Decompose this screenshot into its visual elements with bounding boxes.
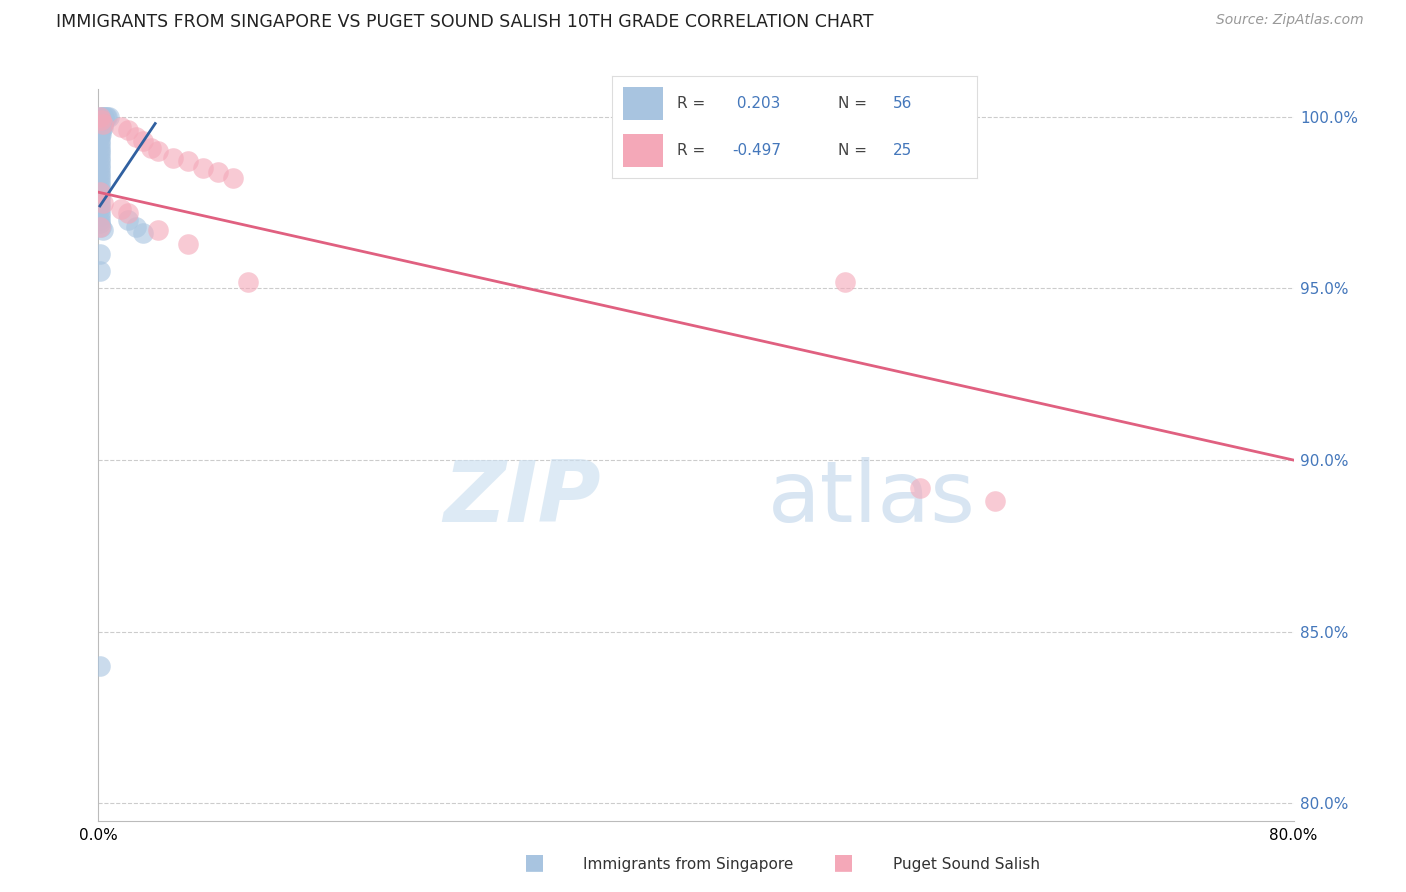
Point (89, 120, 111, 134)
Point (91, 116, 114, 130)
Point (91, 110, 114, 124)
Point (89, 151, 111, 165)
Point (89, 144, 111, 158)
Point (110, 202, 132, 217)
FancyBboxPatch shape (623, 135, 662, 167)
Text: IMMIGRANTS FROM SINGAPORE VS PUGET SOUND SALISH 10TH GRADE CORRELATION CHART: IMMIGRANTS FROM SINGAPORE VS PUGET SOUND… (56, 13, 873, 31)
Point (89, 212, 111, 227)
Point (89, 247, 111, 261)
Point (91, 116, 114, 130)
Point (89, 264, 111, 278)
Point (139, 140, 162, 154)
Text: ■: ■ (834, 853, 853, 872)
Point (89, 137, 111, 152)
Point (236, 275, 259, 289)
Point (89, 140, 111, 154)
Text: ■: ■ (524, 853, 544, 872)
Point (89, 130, 111, 145)
Text: 25: 25 (893, 144, 912, 158)
Point (89, 659, 111, 673)
Point (90, 120, 112, 134)
Point (207, 164, 229, 178)
Point (89, 209, 111, 223)
Text: R =: R = (678, 144, 710, 158)
Point (132, 227, 155, 241)
Point (89, 147, 111, 161)
Point (91, 113, 114, 128)
Point (90, 113, 112, 128)
Text: R =: R = (678, 96, 710, 111)
Point (117, 123, 139, 137)
Point (89, 195, 111, 210)
Point (125, 130, 148, 145)
Point (89, 123, 111, 137)
Point (90, 110, 112, 124)
Point (177, 154, 200, 169)
Point (89, 164, 111, 178)
Text: 56: 56 (893, 96, 912, 111)
Text: 0.203: 0.203 (733, 96, 780, 111)
Point (89, 199, 111, 213)
Point (91, 223, 114, 237)
Point (93, 110, 115, 124)
Text: Puget Sound Salish: Puget Sound Salish (893, 857, 1040, 872)
Point (110, 120, 132, 134)
Point (93, 113, 115, 128)
Text: Immigrants from Singapore: Immigrants from Singapore (583, 857, 794, 872)
Point (89, 178, 111, 193)
Point (90, 123, 112, 137)
Point (90, 113, 112, 128)
Point (89, 158, 111, 172)
Text: N =: N = (838, 144, 872, 158)
Point (89, 116, 111, 130)
Point (89, 127, 111, 141)
Point (90, 116, 112, 130)
Point (91, 195, 114, 210)
Text: atlas: atlas (768, 458, 976, 541)
Point (89, 154, 111, 169)
Point (148, 223, 170, 237)
Point (984, 494, 1007, 508)
Point (94, 110, 117, 124)
Point (908, 481, 931, 495)
Point (89, 185, 111, 199)
Point (91, 120, 114, 134)
Point (162, 151, 184, 165)
Point (90, 127, 112, 141)
Point (125, 219, 148, 234)
Point (834, 275, 856, 289)
Point (89, 168, 111, 182)
Text: Source: ZipAtlas.com: Source: ZipAtlas.com (1216, 13, 1364, 28)
Point (132, 134, 155, 148)
Point (89, 202, 111, 217)
Point (89, 185, 111, 199)
Point (191, 161, 214, 176)
Point (222, 171, 245, 186)
Text: ZIP: ZIP (443, 458, 600, 541)
FancyBboxPatch shape (623, 87, 662, 120)
Point (89, 134, 111, 148)
Text: N =: N = (838, 96, 872, 111)
Point (89, 219, 111, 234)
Point (90, 219, 112, 234)
Point (89, 206, 111, 220)
Point (148, 144, 170, 158)
Point (89, 113, 111, 128)
Point (89, 171, 111, 186)
Point (89, 161, 111, 176)
Point (89, 175, 111, 189)
Point (97, 110, 120, 124)
Point (177, 236, 200, 251)
Point (89, 216, 111, 230)
Point (117, 206, 139, 220)
Point (89, 110, 111, 124)
Point (89, 192, 111, 206)
Point (117, 212, 139, 227)
Point (89, 182, 111, 196)
Point (89, 110, 111, 124)
Point (96, 110, 118, 124)
Text: -0.497: -0.497 (733, 144, 782, 158)
Point (89, 188, 111, 202)
